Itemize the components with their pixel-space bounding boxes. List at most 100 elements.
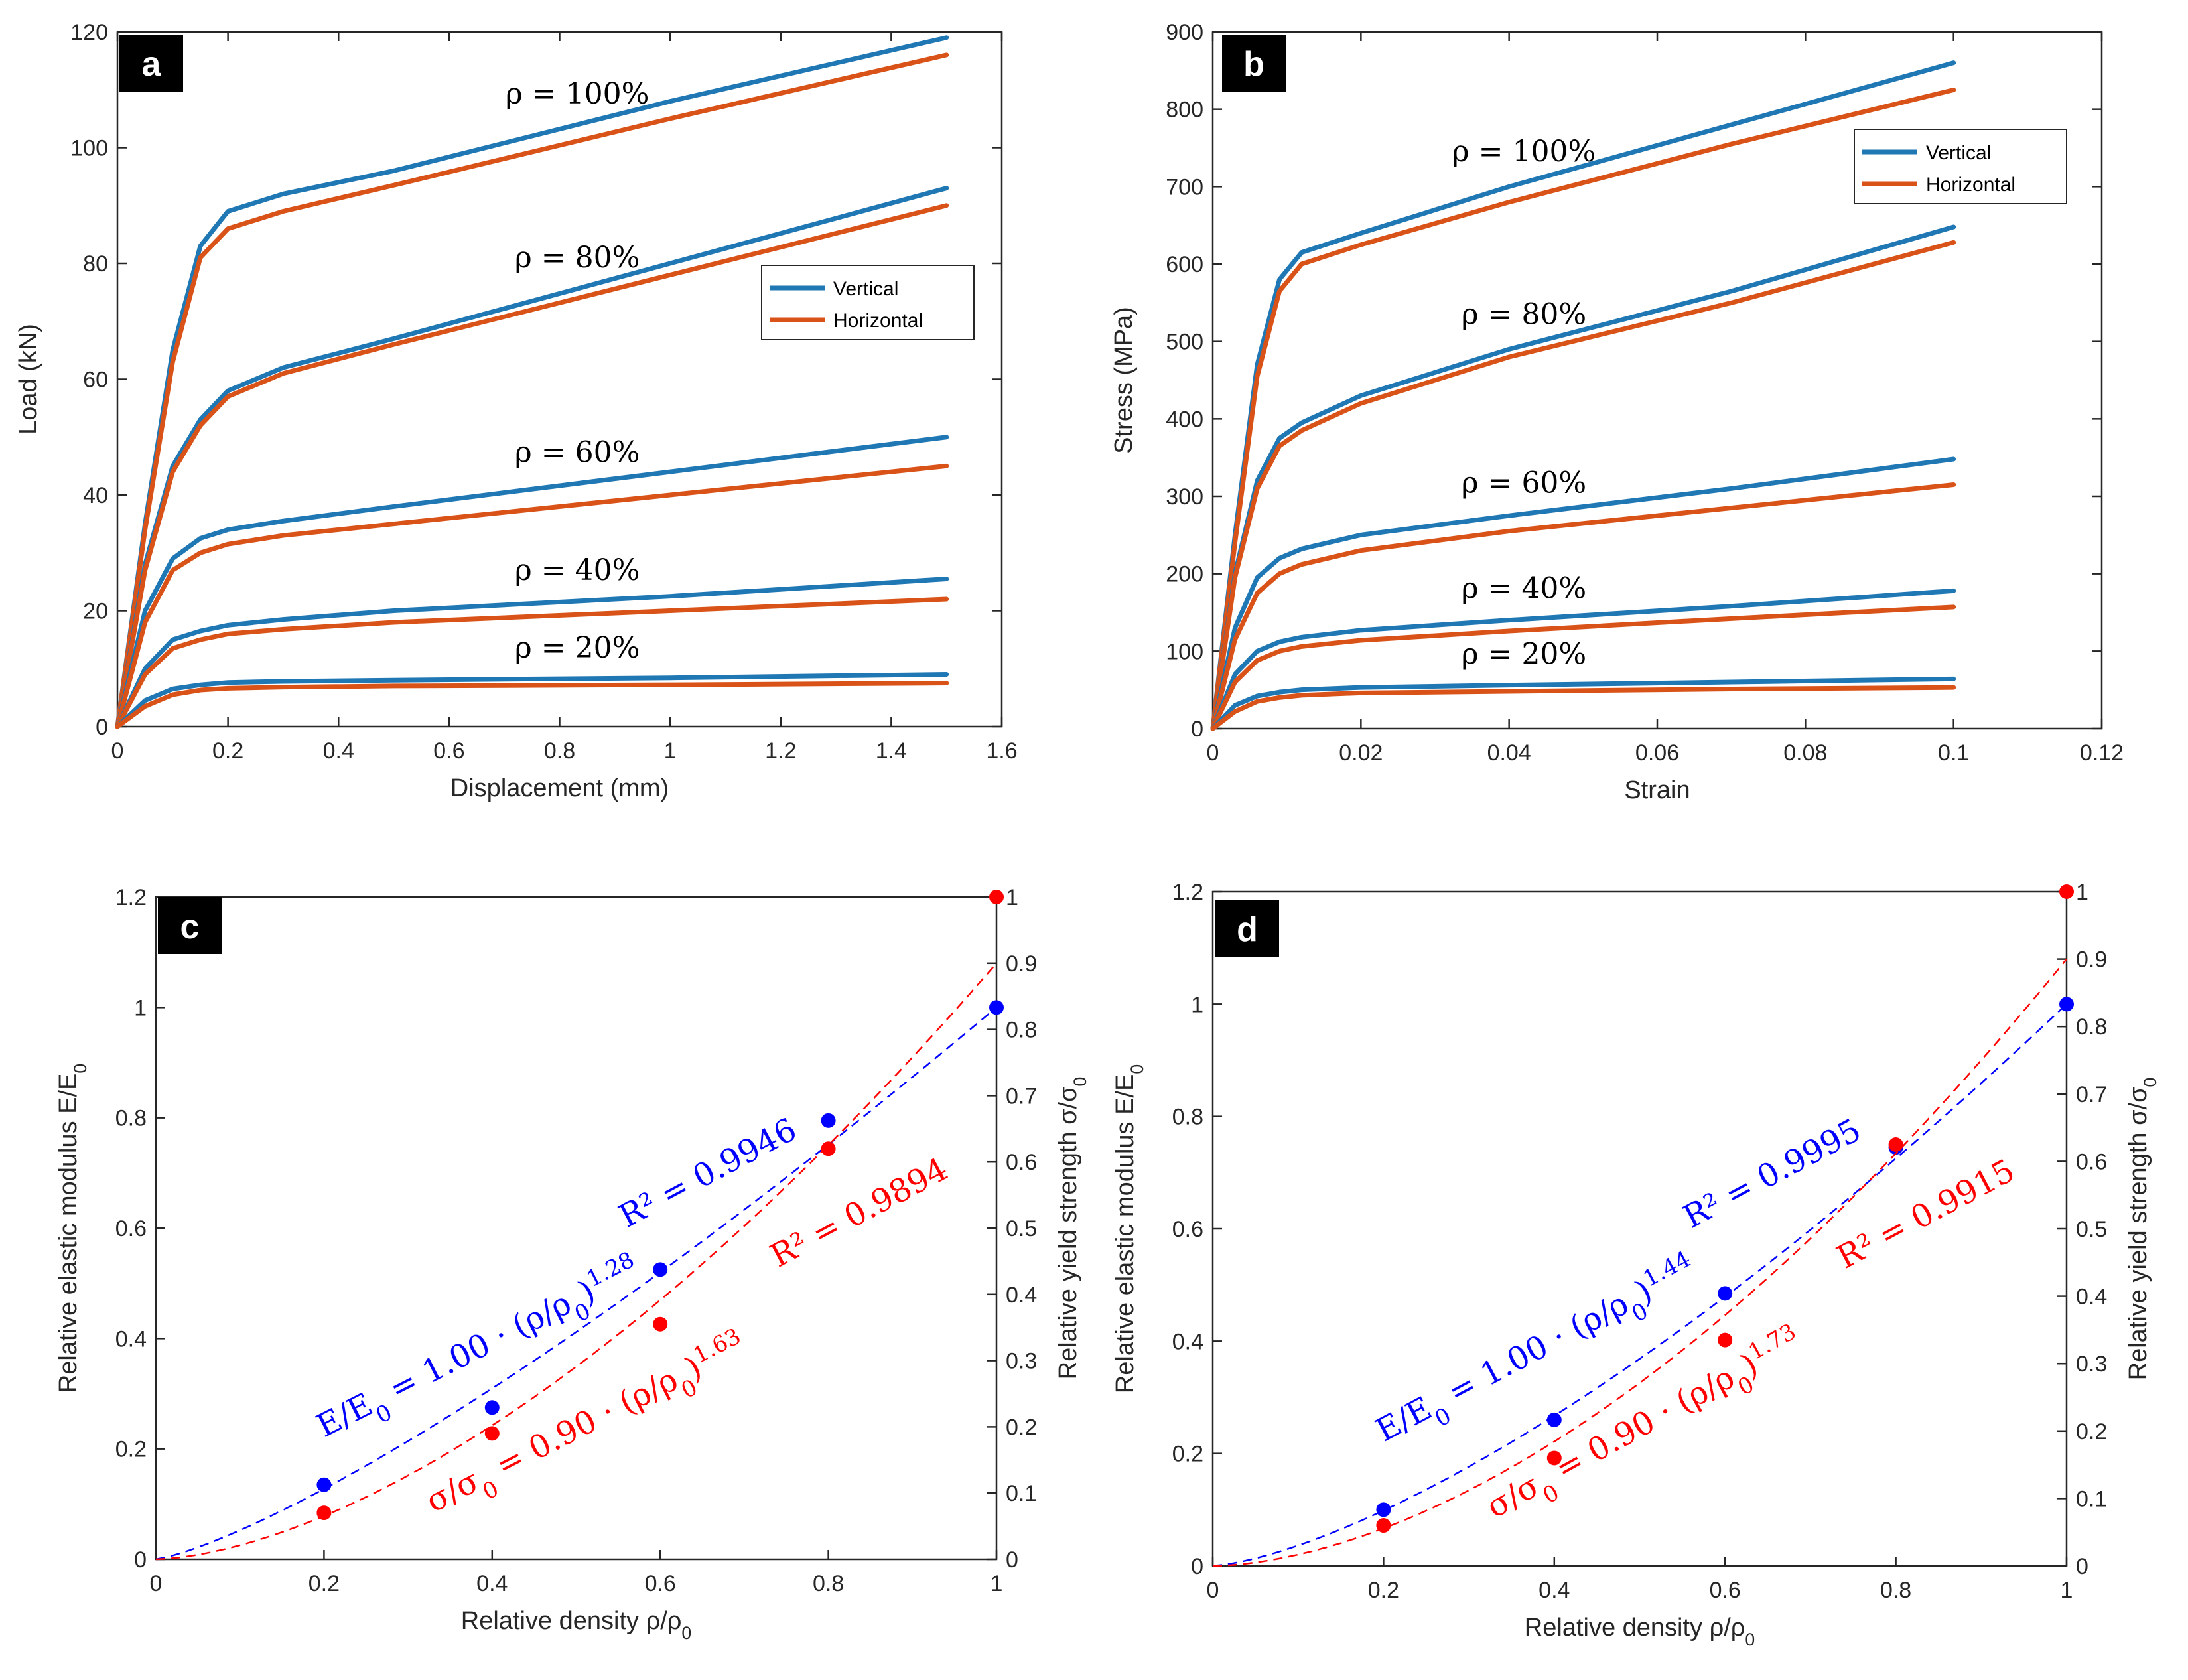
x-tick-label: 0.2 — [212, 738, 243, 764]
y-tick-label: 0.6 — [1172, 1217, 1203, 1242]
y-tick-label: 500 — [1166, 330, 1203, 355]
x-tick-label: 1 — [2061, 1578, 2073, 1603]
y-tick-label: 0.4 — [1172, 1329, 1203, 1354]
y2-tick-label: 0 — [1006, 1547, 1018, 1573]
x-tick-label: 0.4 — [1538, 1578, 1570, 1603]
legend-label: Horizontal — [833, 310, 923, 332]
x-tick-label: 0.8 — [813, 1571, 844, 1596]
series-line-horizontal-0 — [115, 52, 949, 729]
y-tick-label: 800 — [1166, 98, 1203, 123]
y2-tick-label: 0.9 — [2076, 947, 2107, 973]
y-tick-label: 400 — [1166, 407, 1203, 432]
y-tick-label: 100 — [1166, 639, 1203, 664]
x-tick-label: 0 — [1207, 740, 1219, 766]
data-point — [316, 1505, 332, 1521]
data-point — [1376, 1518, 1391, 1533]
series-line-horizontal-3 — [1210, 604, 1956, 731]
x-tick-label: 0 — [150, 1571, 163, 1596]
y-tick-label: 600 — [1166, 252, 1203, 277]
y-tick-label: 0 — [1191, 717, 1203, 742]
y-tick-label: 1 — [1191, 992, 1203, 1017]
y-tick-label: 120 — [70, 20, 108, 45]
x-tick-label: 0.6 — [645, 1571, 676, 1596]
y-tick-label: 200 — [1166, 562, 1203, 587]
series-line-vertical-4 — [115, 671, 949, 729]
y2-tick-label: 0.4 — [2076, 1285, 2107, 1310]
x-tick-label: 0 — [111, 738, 124, 764]
x-axis-label: Strain — [1624, 776, 1690, 804]
x-tick-label: 0.8 — [1880, 1578, 1911, 1603]
x-axis-label: Relative density ρ/ρ0 — [1525, 1614, 1755, 1649]
x-tick-label: 0.4 — [476, 1571, 508, 1596]
y2-tick-label: 0.8 — [1006, 1018, 1037, 1043]
panel-label: c — [180, 908, 200, 946]
legend-label: Vertical — [1926, 142, 1991, 164]
legend-box — [761, 265, 975, 340]
series-line-vertical-3 — [115, 577, 949, 729]
y-tick-label: 0.2 — [1172, 1442, 1203, 1467]
r-squared-label: R² = 0.9946 — [613, 1111, 803, 1235]
y2-tick-label: 1 — [1006, 885, 1018, 910]
y-tick-label: 80 — [83, 251, 108, 277]
y2-tick-label: 0.6 — [2076, 1149, 2107, 1174]
y-axis-label: Stress (MPa) — [1110, 307, 1138, 454]
data-point — [653, 1316, 668, 1332]
series-line-vertical-2 — [1210, 456, 1956, 731]
data-point — [484, 1400, 500, 1415]
y2-tick-label: 0.3 — [1006, 1349, 1037, 1374]
y2-tick-label: 0.6 — [1006, 1150, 1037, 1175]
y2-tick-label: 0.5 — [1006, 1216, 1037, 1241]
x-tick-label: 0.12 — [2080, 740, 2124, 766]
y2-axis-label: Relative yield strength σ/σ0 — [2124, 1078, 2160, 1381]
x-axis-label: Relative density ρ/ρ0 — [461, 1607, 691, 1643]
data-point — [1546, 1412, 1562, 1427]
x-tick-label: 0.1 — [1938, 740, 1969, 766]
fit-curve-0 — [1212, 1003, 2067, 1567]
r-squared-label: R² = 0.9915 — [1831, 1152, 2021, 1277]
y-tick-label: 60 — [83, 368, 108, 393]
y2-tick-label: 0.9 — [1006, 951, 1037, 977]
data-point — [2059, 997, 2074, 1012]
density-annotation: ρ = 80% — [1462, 298, 1587, 332]
series-line-horizontal-2 — [115, 463, 949, 729]
legend-label: Vertical — [833, 278, 898, 300]
panel-label-box — [158, 897, 222, 954]
y-tick-label: 0 — [96, 715, 108, 740]
x-tick-label: 0.2 — [1368, 1578, 1399, 1603]
data-point — [989, 1000, 1004, 1015]
panel-label: d — [1237, 910, 1258, 949]
data-point — [1376, 1502, 1391, 1517]
chart-panel-d: 0 0.2 0.4 0.6 0.8 100.20.40.60.811.200.10.20.… — [1111, 880, 2160, 1649]
y-tick-label: 700 — [1166, 175, 1203, 200]
y-axis-label: Relative elastic modulus E/E0 — [54, 1064, 90, 1393]
series-line-horizontal-1 — [1210, 240, 1956, 731]
y2-tick-label: 0.7 — [1006, 1084, 1037, 1109]
y-tick-label: 0 — [134, 1547, 147, 1573]
series-line-vertical-2 — [115, 435, 949, 729]
y-tick-label: 1.2 — [1172, 880, 1203, 905]
y-tick-label: 900 — [1166, 20, 1203, 45]
series-line-vertical-4 — [1210, 676, 1956, 731]
plot-area-d — [1211, 890, 2068, 1567]
density-annotation: ρ = 100% — [1452, 135, 1596, 169]
x-tick-label: 0 — [1207, 1578, 1219, 1603]
x-tick-label: 0.6 — [433, 738, 464, 764]
plot-area-c — [155, 896, 998, 1561]
x-axis-label: Displacement (mm) — [450, 774, 669, 802]
density-annotation: ρ = 60% — [515, 436, 640, 470]
density-annotation: ρ = 20% — [515, 631, 640, 665]
y2-tick-label: 0 — [2076, 1554, 2088, 1579]
series-line-horizontal-4 — [115, 681, 949, 729]
x-tick-label: 1 — [991, 1571, 1003, 1596]
series-line-vertical-3 — [1210, 588, 1956, 731]
y2-tick-label: 0.8 — [2076, 1015, 2107, 1040]
r-squared-label: R² = 0.9995 — [1677, 1111, 1867, 1236]
series-line-horizontal-2 — [1210, 482, 1956, 731]
y2-tick-label: 1 — [2076, 880, 2088, 905]
y-axis-label: Load (kN) — [15, 324, 42, 435]
x-tick-label: 0.04 — [1487, 740, 1531, 766]
y-tick-label: 0.8 — [115, 1106, 147, 1131]
legend-box — [1854, 129, 2067, 204]
y2-tick-label: 0.5 — [2076, 1217, 2107, 1242]
